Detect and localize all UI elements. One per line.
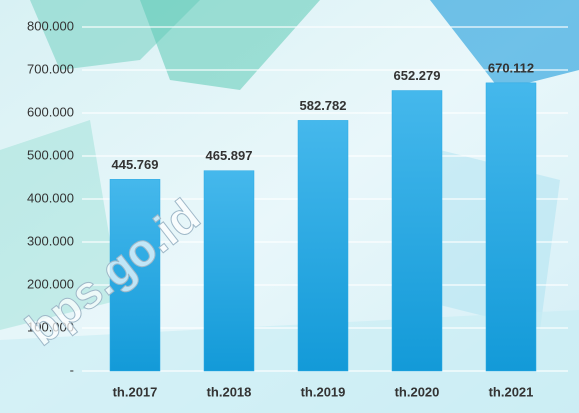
value-label: 652.279 bbox=[394, 68, 441, 83]
value-label: 582.782 bbox=[300, 98, 347, 113]
x-tick-label: th.2020 bbox=[395, 384, 440, 399]
value-label: 465.897 bbox=[206, 148, 253, 163]
bar bbox=[486, 83, 536, 371]
bar bbox=[392, 91, 442, 371]
bar bbox=[204, 171, 254, 371]
y-tick-label: 700.000 bbox=[27, 61, 74, 76]
chart: -100.000200.000300.000400.000500.000600.… bbox=[0, 0, 579, 413]
x-tick-label: th.2021 bbox=[489, 384, 534, 399]
y-tick-label: 300.000 bbox=[27, 233, 74, 248]
y-tick-label: 500.000 bbox=[27, 147, 74, 162]
x-tick-label: th.2019 bbox=[301, 384, 346, 399]
page: -100.000200.000300.000400.000500.000600.… bbox=[0, 0, 579, 413]
x-tick-label: th.2018 bbox=[207, 384, 252, 399]
x-tick-label: th.2017 bbox=[113, 384, 158, 399]
y-tick-label: 600.000 bbox=[27, 104, 74, 119]
y-tick-label: 800.000 bbox=[27, 18, 74, 33]
y-tick-label: - bbox=[70, 362, 74, 377]
value-label: 445.769 bbox=[112, 157, 159, 172]
y-tick-label: 400.000 bbox=[27, 190, 74, 205]
bar bbox=[298, 120, 348, 371]
value-label: 670.112 bbox=[488, 60, 534, 75]
